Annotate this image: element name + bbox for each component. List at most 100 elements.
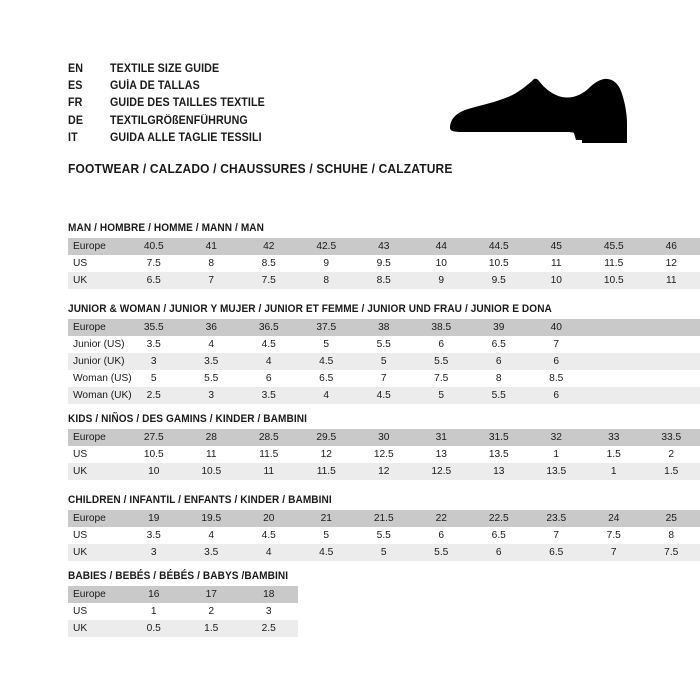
size-section-kids: KIDS / NIÑOS / DES GAMINS / KINDER / BAM… [68,413,700,480]
size-cell [642,336,700,353]
dress-shoe-silhouette-icon [444,76,640,154]
language-row: IT GUIDA ALLE TAGLIE TESSILI [68,132,448,149]
size-cell: 5 [297,336,355,353]
size-cell: 22 [412,510,470,527]
language-code: ES [68,80,83,93]
size-cell: 6 [470,353,528,370]
size-cell: 9 [297,255,355,272]
size-cell: 10.5 [585,272,643,289]
size-cell: 1 [527,446,585,463]
size-cell: 7 [527,527,585,544]
table-row: Woman (US) 5 5.5 6 6.5 7 7.5 8 8.5 [68,370,700,387]
size-cell [585,319,643,336]
size-cell: 1 [125,603,183,620]
size-cell: 11 [642,272,700,289]
size-cell: 11.5 [240,446,298,463]
size-cell [642,319,700,336]
size-cell: 13 [470,463,528,480]
size-cell: 5.5 [412,544,470,561]
size-cell: 45 [527,238,585,255]
size-cell: 2 [642,446,700,463]
size-cell: 13.5 [470,446,528,463]
size-table: Europe 35.5 36 36.5 37.5 38 38.5 39 40 Junior (US… [68,319,700,404]
language-code: DE [68,114,84,127]
row-label: US [68,603,125,620]
size-section-children: CHILDREN / INFANTIL / ENFANTS / KINDER /… [68,494,700,561]
size-cell: 7.5 [412,370,470,387]
size-cell: 5.5 [355,527,413,544]
size-cell: 5 [355,353,413,370]
size-cell: 9.5 [470,272,528,289]
size-cell: 1.5 [585,446,643,463]
size-cell: 43 [355,238,413,255]
size-cell: 11.5 [585,255,643,272]
size-cell: 7 [585,544,643,561]
size-cell: 42.5 [297,238,355,255]
size-cell: 12 [297,446,355,463]
size-cell: 3 [240,603,298,620]
size-cell: 3.5 [240,387,298,404]
size-table: Europe 16 17 18 US 1 2 3 UK 0.5 1.5 2.5 [68,586,298,637]
size-cell: 4.5 [297,353,355,370]
size-cell: 13 [412,446,470,463]
table-row: Europe 35.5 36 36.5 37.5 38 38.5 39 40 [68,319,700,336]
size-cell: 7.5 [240,272,298,289]
size-cell: 9 [412,272,470,289]
size-table: Europe 19 19.5 20 21 21.5 22 22.5 23.5 24 25 US 3.5 4… [68,510,700,561]
size-cell: 10.5 [125,446,183,463]
row-label: US [68,255,125,272]
size-cell: 8 [297,272,355,289]
row-label: UK [68,620,125,637]
size-cell: 10.5 [182,463,240,480]
language-label: TEXTILGRÖßENFÜHRUNG [110,114,248,127]
size-cell: 11.5 [297,463,355,480]
table-row: US 7.5 8 8.5 9 9.5 10 10.5 11 11.5 12 [68,255,700,272]
size-cell [642,387,700,404]
table-row: Junior (UK) 3 3.5 4 4.5 5 5.5 6 6 [68,353,700,370]
size-cell: 10 [125,463,183,480]
size-cell: 31.5 [470,429,528,446]
size-cell: 5 [355,544,413,561]
language-row: ES GUÍA DE TALLAS [68,80,448,97]
size-cell: 28 [182,429,240,446]
size-cell: 45.5 [585,238,643,255]
size-cell: 4 [240,544,298,561]
size-cell: 13.5 [527,463,585,480]
table-row: UK 3 3.5 4 4.5 5 5.5 6 6.5 7 7.5 [68,544,700,561]
table-row: Woman (UK) 2.5 3 3.5 4 4.5 5 5.5 6 [68,387,700,404]
size-cell: 21.5 [355,510,413,527]
size-cell: 3.5 [182,544,240,561]
size-cell: 7.5 [125,255,183,272]
size-cell: 7.5 [585,527,643,544]
size-table: Europe 27.5 28 28.5 29.5 30 31 31.5 32 33 33.5 US 10… [68,429,700,480]
language-code: FR [68,97,83,110]
row-label: Woman (UK) [68,387,132,404]
size-cell: 37.5 [297,319,355,336]
row-label: Europe [68,319,125,336]
size-cell: 2.5 [125,387,183,404]
language-label: TEXTILE SIZE GUIDE [110,63,220,75]
size-cell: 28.5 [240,429,298,446]
size-cell: 8 [642,527,700,544]
size-cell: 9.5 [355,255,413,272]
row-label: UK [68,544,125,561]
table-row: UK 6.5 7 7.5 8 8.5 9 9.5 10 10.5 11 [68,272,700,289]
language-code: IT [68,131,78,144]
size-cell: 12.5 [412,463,470,480]
size-cell: 6 [527,353,585,370]
size-cell: 36.5 [240,319,298,336]
size-cell: 5.5 [470,387,528,404]
size-cell: 38 [355,319,413,336]
size-cell: 8 [182,255,240,272]
size-cell: 44 [412,238,470,255]
size-cell: 7 [355,370,413,387]
size-cell: 27.5 [125,429,183,446]
language-row: FR GUIDE DES TAILLES TEXTILE [68,97,448,114]
size-section-junior-woman: JUNIOR & WOMAN / JUNIOR Y MUJER / JUNIOR… [68,303,700,404]
table-row: UK 0.5 1.5 2.5 [68,620,298,637]
size-cell: 29.5 [297,429,355,446]
size-cell: 35.5 [125,319,183,336]
size-cell: 6.5 [470,336,528,353]
size-cell: 7 [527,336,585,353]
